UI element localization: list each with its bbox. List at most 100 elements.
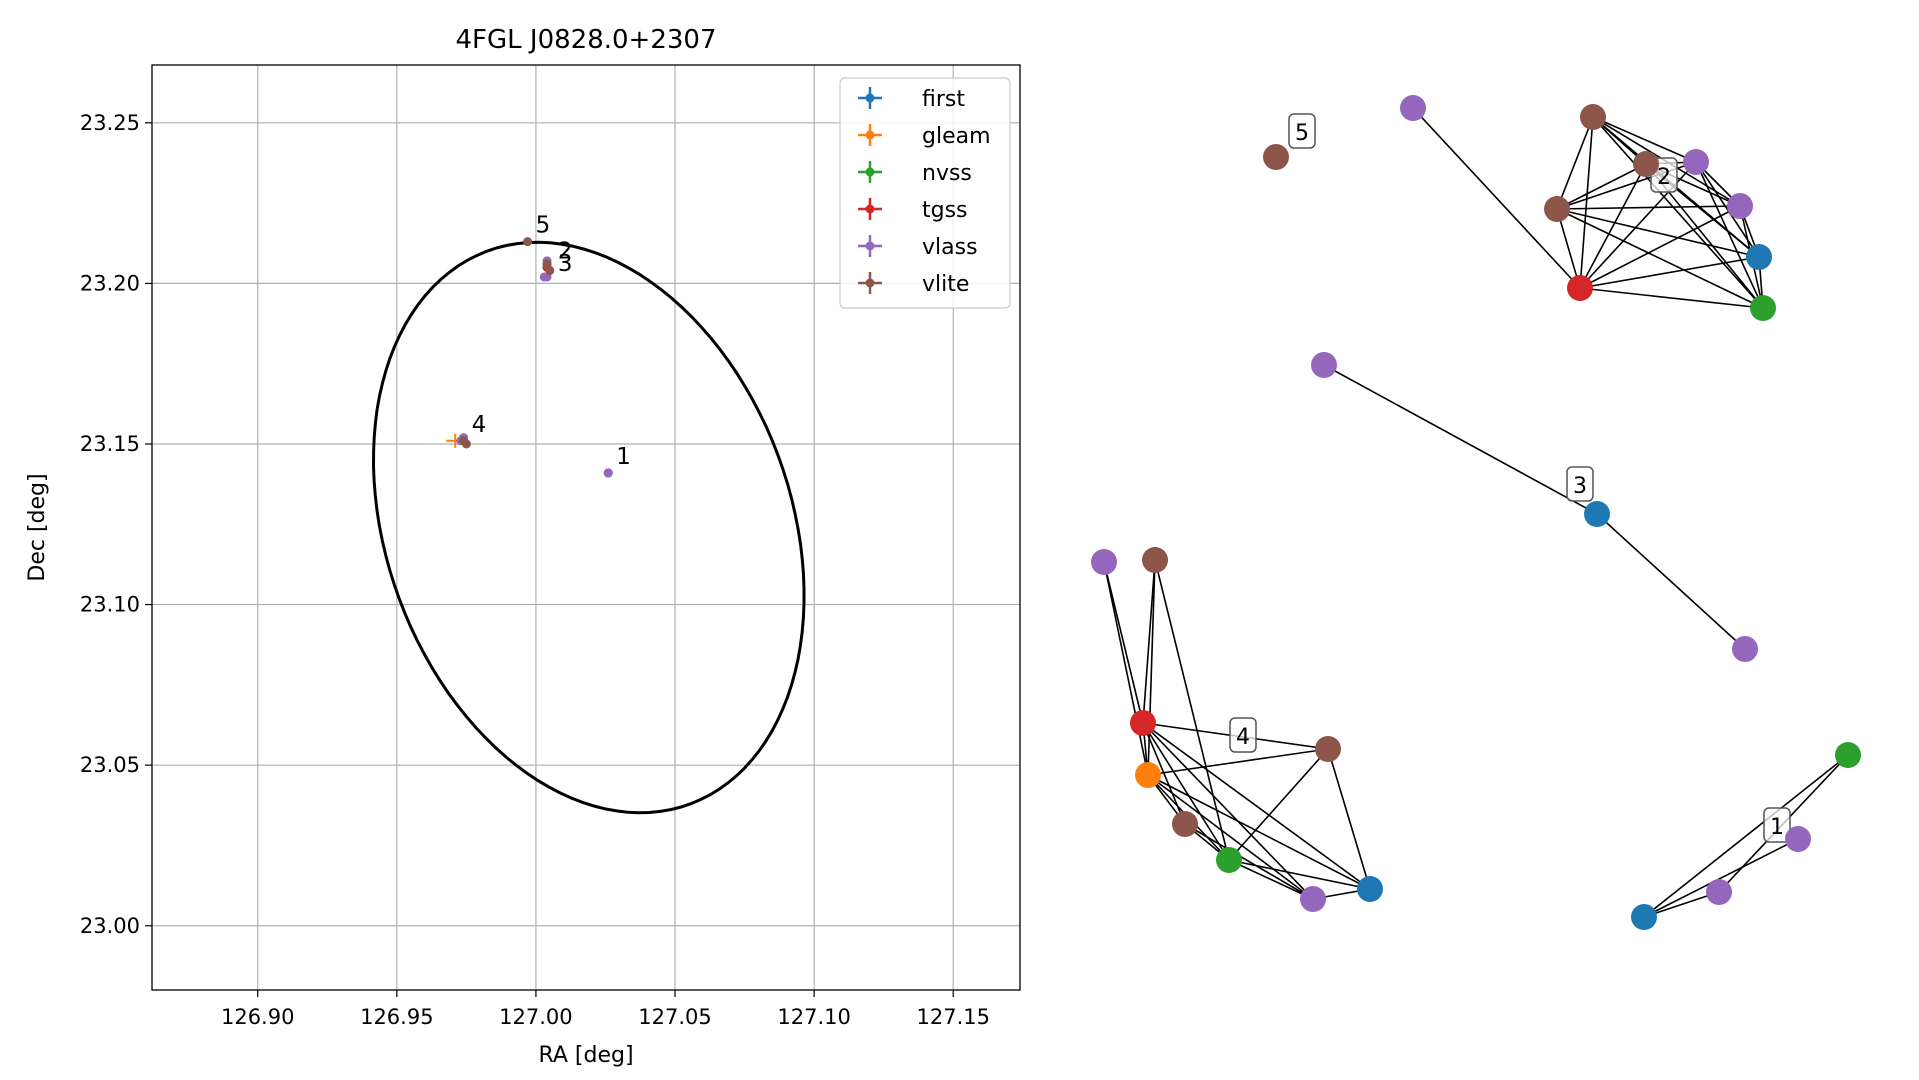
vlite-node: [1142, 547, 1168, 573]
x-axis-ticks: 126.90 126.95 127.00 127.05 127.10 127.15: [221, 990, 990, 1029]
legend-label: first: [922, 87, 965, 112]
vlass-node: [1727, 193, 1753, 219]
localization-ellipse: [371, 240, 806, 815]
vlite-node: [1263, 144, 1289, 170]
x-tick-label: 127.10: [777, 1005, 850, 1029]
network-edge: [1147, 748, 1329, 776]
network-label-box: [1229, 717, 1257, 753]
network-edge: [1103, 561, 1149, 776]
network-group-label: 5: [1295, 121, 1309, 146]
network-label-box: [1763, 807, 1791, 843]
first-legend-marker: [865, 93, 875, 103]
network-group-label: 3: [1573, 474, 1587, 499]
network-edge: [1228, 859, 1371, 890]
network-group-label: 1: [1770, 815, 1784, 840]
y-tick-label: 23.15: [80, 432, 140, 456]
network-group-label: 2: [1657, 165, 1671, 190]
vlite-node: [1544, 196, 1570, 222]
y-axis-label: Dec [deg]: [25, 473, 50, 581]
nvss-node: [1216, 847, 1242, 873]
network-edge: [1556, 163, 1647, 210]
network-edge: [1592, 116, 1764, 309]
x-axis-label: RA [deg]: [538, 1043, 633, 1068]
source-group-label: 2: [558, 238, 573, 264]
vlass-node: [1091, 549, 1117, 575]
network-edge: [1579, 163, 1647, 289]
localization-ellipse-path: [371, 240, 806, 815]
first-node: [1746, 244, 1772, 270]
network-edge: [1142, 722, 1230, 861]
y-tick-label: 23.00: [80, 914, 140, 938]
y-tick-label: 23.10: [80, 593, 140, 617]
network-group-labels: 5 2 3 4 1: [1229, 113, 1791, 843]
network-edge: [1327, 748, 1371, 890]
first-node: [1357, 876, 1383, 902]
network-edge: [1592, 116, 1697, 163]
vlass-node: [1311, 352, 1337, 378]
network-edge: [1596, 513, 1746, 650]
tgss-legend-marker: [865, 204, 875, 214]
y-axis-ticks: 23.00 23.05 23.10 23.15 23.20 23.25: [80, 111, 152, 938]
legend-label: vlass: [922, 235, 978, 260]
network-edge: [1556, 208, 1764, 309]
vlass-node: [1683, 149, 1709, 175]
vlass-node: [1706, 879, 1732, 905]
nvss-node: [1835, 742, 1861, 768]
x-tick-label: 127.00: [499, 1005, 572, 1029]
network-edge: [1579, 287, 1764, 309]
legend-label: tgss: [922, 198, 968, 223]
network-edge: [1142, 722, 1314, 900]
network-edge: [1412, 107, 1581, 289]
network-label-box: [1288, 113, 1316, 149]
network-edge: [1184, 823, 1314, 900]
network-nodes: [1091, 95, 1861, 930]
source-group-label: 4: [472, 412, 487, 438]
network-edge: [1142, 559, 1156, 724]
first-node: [1631, 904, 1657, 930]
y-tick-label: 23.05: [80, 753, 140, 777]
y-tick-label: 23.20: [80, 271, 140, 295]
network-edge: [1103, 561, 1144, 724]
x-tick-label: 127.05: [638, 1005, 711, 1029]
network-edge: [1323, 364, 1598, 515]
vlite-node: [1580, 104, 1606, 130]
vlite-point: [523, 237, 533, 247]
vlass-node: [1400, 95, 1426, 121]
legend-label: gleam: [922, 124, 991, 149]
x-tick-label: 127.15: [916, 1005, 989, 1029]
tgss-node: [1130, 710, 1156, 736]
network-edge: [1579, 256, 1760, 289]
vlass-legend-marker: [865, 241, 875, 251]
gleam-legend-marker: [865, 130, 875, 140]
network-edge: [1579, 116, 1594, 289]
vlass-node: [1300, 886, 1326, 912]
legend-label: vlite: [922, 272, 969, 297]
legend-box: [839, 77, 1011, 309]
network-edge: [1142, 722, 1371, 890]
nvss-node: [1750, 295, 1776, 321]
network-edge: [1147, 774, 1314, 900]
vlass-point: [539, 272, 549, 282]
source-group-label: 3: [558, 251, 573, 277]
source-group-label: 1: [616, 444, 631, 470]
source-points: [446, 237, 613, 478]
network-edge: [1643, 891, 1720, 918]
network-edge: [1228, 748, 1329, 861]
network-edge: [1147, 774, 1371, 890]
vlite-node: [1172, 811, 1198, 837]
network-panel: 5 2 3 4 1: [1091, 95, 1861, 930]
network-edge: [1695, 161, 1764, 309]
vlite-node: [1633, 151, 1659, 177]
scatter-panel: 126.90 126.95 127.00 127.05 127.10 127.15 23.…: [25, 25, 1021, 1068]
vlite-legend-marker: [865, 278, 875, 288]
network-edge: [1556, 205, 1741, 210]
network-edge: [1228, 859, 1314, 900]
y-tick-label: 23.25: [80, 111, 140, 135]
network-edge: [1579, 205, 1741, 289]
vlass-node: [1732, 636, 1758, 662]
x-tick-label: 126.90: [221, 1005, 294, 1029]
nvss-legend-marker: [865, 167, 875, 177]
gleam-node: [1135, 762, 1161, 788]
